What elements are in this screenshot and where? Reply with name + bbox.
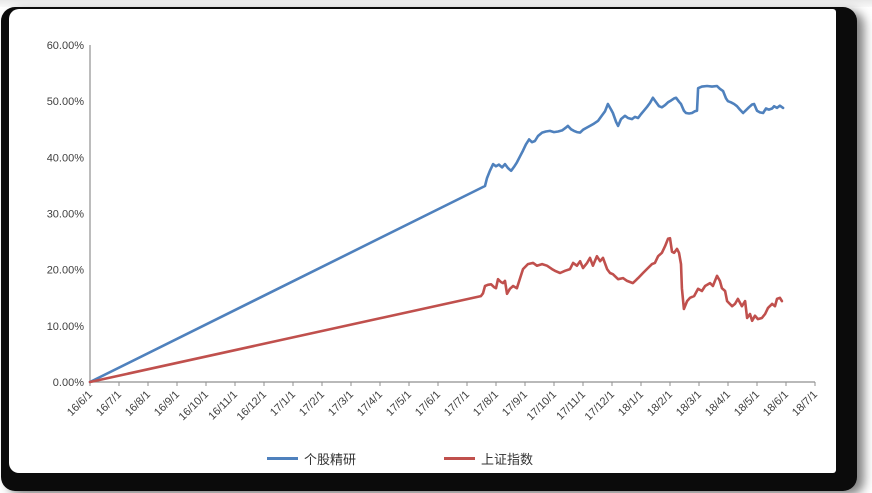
top-highlight-strip: [0, 0, 872, 7]
legend-item-stock-research: 个股精研: [267, 449, 356, 468]
x-tick-label: 17/4/1: [355, 389, 385, 419]
x-tick-label: 17/2/1: [297, 389, 327, 419]
y-tick-label: 20.00%: [47, 265, 85, 277]
axes: [89, 45, 815, 383]
legend-item-sse-index: 上证指数: [444, 449, 533, 468]
x-tick-label: 16/10/1: [177, 389, 211, 423]
x-tick-label: 17/11/1: [554, 389, 588, 423]
x-tick-label: 18/6/1: [761, 389, 791, 419]
series-line-0: [88, 84, 785, 384]
line-chart: 16/6/116/7/116/8/116/9/116/10/116/11/116…: [47, 40, 820, 423]
x-tick-label: 17/7/1: [442, 389, 472, 419]
legend-label-stock-research: 个股精研: [304, 451, 357, 467]
x-tick-label: 17/12/1: [583, 389, 617, 423]
series-line-1: [88, 236, 784, 384]
x-tick-label: 16/6/1: [65, 389, 95, 419]
x-tick-label: 18/4/1: [703, 389, 733, 419]
x-tick-label: 18/2/1: [645, 389, 675, 419]
y-tick-label: 10.00%: [47, 321, 85, 333]
y-tick-label: 60.00%: [47, 40, 85, 52]
y-tick-label: 40.00%: [47, 152, 85, 164]
x-tick-label: 18/1/1: [616, 389, 646, 419]
y-tick-label: 0.00%: [53, 377, 84, 389]
chart-legend: 个股精研 上证指数: [267, 449, 533, 467]
x-tick-label: 16/12/1: [235, 389, 269, 423]
x-tick-label: 17/3/1: [326, 389, 356, 419]
x-tick-label: 17/8/1: [471, 389, 501, 419]
chart-canvas: 16/6/1 16/7/1 16/8/1 16/9/1 16/10/1 16/11/1 16…: [9, 9, 836, 473]
legend-line-blue-icon: [267, 456, 298, 460]
x-tick-label: 17/1/1: [268, 389, 298, 419]
x-tick-label: 18/3/1: [674, 389, 704, 419]
x-tick-label: 17/6/1: [413, 389, 443, 419]
x-tick-label: 17/5/1: [384, 389, 414, 419]
x-tick-label: 18/5/1: [732, 389, 762, 419]
x-tick-label: 16/8/1: [123, 389, 153, 419]
x-tick-label: 16/7/1: [94, 389, 124, 419]
y-tick-label: 30.00%: [47, 209, 85, 221]
legend-label-sse-index: 上证指数: [481, 451, 534, 467]
legend-line-red-icon: [444, 456, 476, 460]
x-tick-label: 16/11/1: [206, 389, 240, 423]
x-axis-labels: 16/6/116/7/116/8/116/9/116/10/116/11/116…: [65, 382, 820, 423]
y-axis-labels: 0.00% 10.00% 20.00% 30.00% 40.00% 50.00% 60.00…: [47, 40, 85, 389]
photo-frame: 16/6/1 16/7/1 16/8/1 16/9/1 16/10/1 16/11/1 16…: [1, 7, 857, 491]
x-tick-label: 17/10/1: [525, 389, 559, 423]
y-tick-label: 50.00%: [47, 96, 85, 108]
x-tick-label: 18/7/1: [790, 389, 820, 419]
